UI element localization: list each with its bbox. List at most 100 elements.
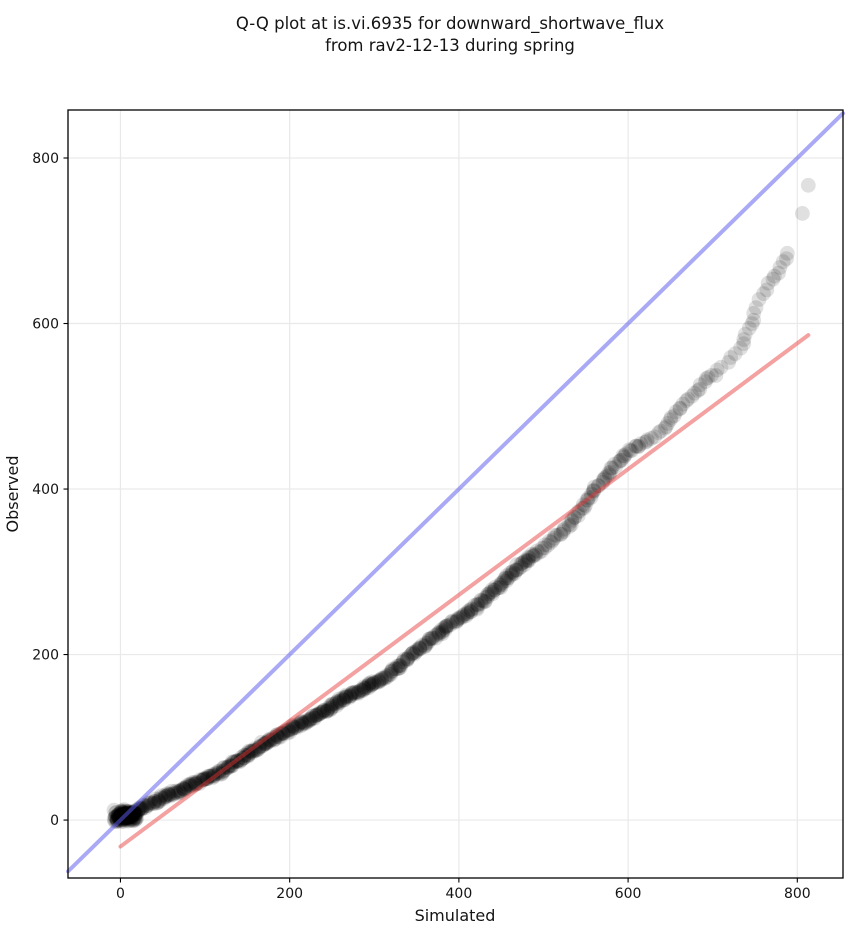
data-point xyxy=(205,767,221,782)
data-point xyxy=(316,703,332,719)
data-point xyxy=(463,601,479,617)
data-point xyxy=(713,359,729,375)
data-point xyxy=(281,723,296,739)
data-point xyxy=(223,757,239,773)
data-point xyxy=(329,694,345,710)
data-point xyxy=(613,452,629,468)
data-point xyxy=(515,554,531,570)
data-point xyxy=(284,721,300,736)
data-point xyxy=(294,716,310,732)
data-point xyxy=(736,336,751,352)
data-point xyxy=(431,627,447,643)
data-point xyxy=(277,723,293,739)
data-point xyxy=(658,419,674,434)
data-point xyxy=(318,704,334,719)
data-point xyxy=(480,586,495,602)
data-point xyxy=(351,684,366,699)
data-point xyxy=(266,731,282,746)
data-point xyxy=(123,805,139,821)
data-point xyxy=(546,530,562,546)
data-point xyxy=(356,680,372,696)
data-point xyxy=(542,533,557,549)
data-point xyxy=(390,658,405,674)
data-point xyxy=(192,772,208,788)
data-point xyxy=(205,770,221,786)
fit-line xyxy=(118,333,811,849)
data-point xyxy=(490,580,505,596)
data-point xyxy=(547,527,563,543)
data-point xyxy=(364,674,380,690)
data-point xyxy=(455,609,471,624)
data-point xyxy=(177,782,193,798)
data-point xyxy=(115,806,130,822)
data-point xyxy=(259,735,275,751)
data-point xyxy=(428,630,444,646)
data-point xyxy=(110,812,125,828)
data-point xyxy=(485,586,501,602)
data-point xyxy=(262,733,278,749)
data-point xyxy=(504,564,520,580)
data-point xyxy=(480,589,495,605)
data-point xyxy=(513,559,529,575)
data-point xyxy=(188,775,203,791)
data-point xyxy=(221,758,237,773)
data-point xyxy=(258,735,274,751)
data-point xyxy=(269,727,285,743)
data-point xyxy=(759,282,775,298)
data-point xyxy=(679,393,694,408)
data-point xyxy=(331,695,346,711)
data-point xyxy=(470,596,486,612)
data-point xyxy=(344,685,359,701)
data-point xyxy=(129,810,145,826)
data-point xyxy=(236,748,252,763)
data-point xyxy=(608,459,623,475)
data-point xyxy=(628,438,643,454)
data-point xyxy=(210,764,226,779)
data-point xyxy=(549,528,565,543)
data-point xyxy=(127,809,143,825)
data-point xyxy=(255,738,271,753)
data-point xyxy=(537,540,553,556)
data-point xyxy=(433,622,449,638)
data-point xyxy=(233,752,249,768)
data-point xyxy=(412,640,428,656)
data-point xyxy=(775,254,791,270)
data-point xyxy=(537,537,553,553)
data-point xyxy=(563,517,579,533)
data-point xyxy=(309,707,325,723)
data-point xyxy=(353,683,369,698)
data-point xyxy=(160,786,176,801)
data-point xyxy=(580,492,596,508)
data-point xyxy=(332,693,348,709)
data-point xyxy=(586,479,602,495)
data-point xyxy=(329,698,344,714)
data-point xyxy=(324,696,340,712)
y-tick-label: 200 xyxy=(32,648,59,664)
data-point xyxy=(463,604,479,620)
data-point xyxy=(618,446,634,462)
data-point xyxy=(267,731,283,747)
data-point xyxy=(157,789,173,804)
data-point xyxy=(378,670,394,686)
data-point xyxy=(579,492,595,508)
x-axis-label: Simulated xyxy=(415,906,496,925)
data-point xyxy=(203,768,219,784)
data-point xyxy=(138,800,154,816)
data-point xyxy=(771,265,786,281)
data-point xyxy=(219,760,234,775)
data-point xyxy=(161,787,177,803)
data-point xyxy=(119,809,135,824)
data-point xyxy=(633,436,649,452)
data-point xyxy=(280,725,295,741)
x-tick-label: 400 xyxy=(446,886,473,902)
data-point xyxy=(435,626,450,641)
data-point xyxy=(224,758,240,774)
data-point xyxy=(361,676,377,692)
data-point xyxy=(172,784,187,800)
data-point xyxy=(376,671,392,686)
data-point xyxy=(473,596,489,611)
data-point xyxy=(409,643,425,659)
data-point xyxy=(583,490,599,505)
data-point xyxy=(418,635,434,651)
data-point xyxy=(275,726,290,741)
